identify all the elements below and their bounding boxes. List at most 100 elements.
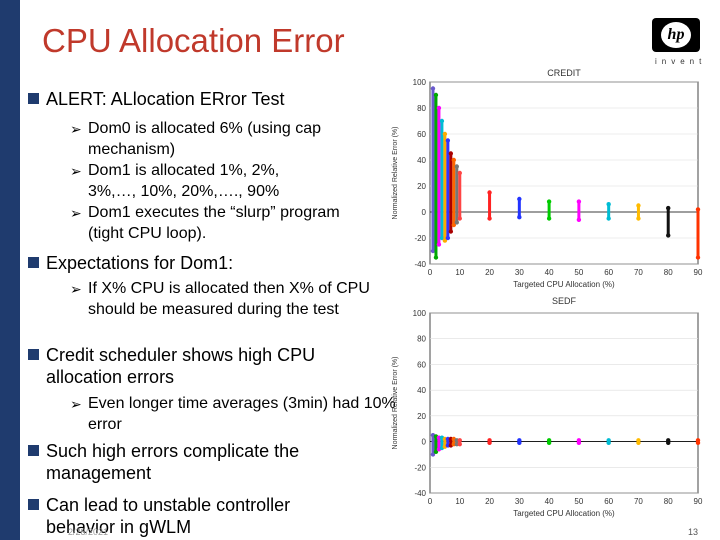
data-point xyxy=(487,190,492,195)
x-tick-label: 60 xyxy=(604,268,613,277)
data-point xyxy=(436,242,442,247)
x-tick-label: 60 xyxy=(604,497,613,506)
y-tick-label: 20 xyxy=(417,182,426,191)
y-tick-label: 40 xyxy=(417,386,426,395)
x-tick-label: 70 xyxy=(634,268,643,277)
y-axis-label: Normalized Relative Error (%) xyxy=(392,127,399,220)
data-point xyxy=(433,255,439,260)
y-tick-label: 100 xyxy=(413,309,427,318)
x-tick-label: 30 xyxy=(515,268,524,277)
arrow-bullet-icon: ➢ xyxy=(70,121,82,137)
arrow-bullet-icon: ➢ xyxy=(70,205,82,221)
plot-frame xyxy=(429,312,699,494)
plot-frame xyxy=(429,81,699,265)
y-tick-label: 0 xyxy=(422,208,427,217)
data-point xyxy=(457,216,462,221)
x-tick-label: 50 xyxy=(574,268,583,277)
hp-logo-word: invent xyxy=(655,57,707,66)
y-tick-label: 0 xyxy=(422,438,427,447)
data-point xyxy=(430,86,436,91)
sub-bullet-text: Even longer time averages (3min) had 10%… xyxy=(88,395,396,433)
data-point xyxy=(606,438,611,443)
data-point xyxy=(517,215,522,220)
y-tick-label: -40 xyxy=(414,489,426,498)
sub-bullet-text: Dom0 is allocated 6% (using cap mechanis… xyxy=(88,120,322,158)
x-tick-label: 80 xyxy=(664,268,673,277)
hp-logo-mark: hp xyxy=(661,22,691,48)
data-point xyxy=(517,196,522,202)
bullet-text: Can lead to unstable controller behavior… xyxy=(46,495,291,537)
data-point xyxy=(448,229,454,234)
data-point xyxy=(439,235,445,241)
footer-date: 2/28/2021 xyxy=(68,527,109,537)
data-point xyxy=(457,438,462,443)
data-point xyxy=(457,441,462,447)
chart-title: CREDIT xyxy=(547,68,581,78)
data-point xyxy=(454,164,459,169)
bullet-text: Such high errors complicate the manageme… xyxy=(46,441,300,483)
bullet-marker xyxy=(28,445,39,456)
x-tick-label: 80 xyxy=(664,497,673,506)
x-tick-label: 40 xyxy=(545,497,554,506)
x-tick-label: 40 xyxy=(545,268,554,277)
data-point xyxy=(606,216,611,221)
y-tick-label: -40 xyxy=(414,260,426,269)
bullet-marker xyxy=(28,93,39,104)
bullet-marker xyxy=(28,257,39,268)
y-tick-label: 80 xyxy=(417,104,426,113)
left-accent-bar xyxy=(0,0,20,540)
data-point xyxy=(576,217,582,222)
y-tick-label: 60 xyxy=(417,130,426,139)
chart-title: SEDF xyxy=(552,296,577,306)
data-point xyxy=(606,202,611,207)
data-point xyxy=(439,118,445,124)
data-point xyxy=(636,216,641,221)
bullet-text: Credit scheduler shows high CPU allocati… xyxy=(46,345,316,387)
x-tick-label: 50 xyxy=(574,497,583,506)
bullet-text: Expectations for Dom1: xyxy=(46,253,234,273)
x-tick-label: 20 xyxy=(485,497,494,506)
y-tick-label: 80 xyxy=(417,335,426,344)
x-tick-label: 0 xyxy=(428,268,433,277)
sub-bullet-text: Dom1 executes the “slurp” program (tight… xyxy=(88,204,340,242)
data-point xyxy=(695,255,701,260)
data-point xyxy=(451,157,457,163)
data-point xyxy=(666,233,671,238)
data-point xyxy=(445,235,451,241)
data-point xyxy=(666,205,671,211)
x-tick-label: 0 xyxy=(428,497,433,506)
hp-logo: hp xyxy=(652,18,700,52)
charts-panel: CREDIT -40 -20 0 20 40 60 80 100 0 10 20 30 40 50 60 70 8… xyxy=(385,60,715,530)
sub-bullet-text: If X% CPU is allocated then X% of CPU sh… xyxy=(88,280,370,318)
y-tick-label: 40 xyxy=(417,156,426,165)
arrow-bullet-icon: ➢ xyxy=(70,281,82,297)
data-point xyxy=(487,216,492,221)
data-point xyxy=(576,438,582,443)
x-tick-label: 20 xyxy=(485,268,494,277)
x-tick-label: 90 xyxy=(694,497,703,506)
data-point xyxy=(695,207,701,212)
y-tick-label: -20 xyxy=(414,234,426,243)
data-point xyxy=(448,151,454,156)
y-axis-label: Normalized Relative Error (%) xyxy=(392,357,399,450)
data-point xyxy=(546,199,552,204)
bullet-marker xyxy=(28,499,39,510)
data-point xyxy=(433,92,439,98)
data-point xyxy=(451,222,457,228)
arrow-bullet-icon: ➢ xyxy=(70,163,82,179)
x-tick-label: 90 xyxy=(694,268,703,277)
x-tick-label: 10 xyxy=(455,497,464,506)
data-point xyxy=(430,452,436,457)
y-tick-label: 60 xyxy=(417,360,426,369)
bullet-text: ALERT: ALlocation ERror Test xyxy=(46,89,285,109)
arrow-bullet-icon: ➢ xyxy=(70,396,82,412)
data-point xyxy=(433,449,439,455)
page-number: 13 xyxy=(688,527,699,537)
x-tick-label: 30 xyxy=(515,497,524,506)
y-tick-label: 20 xyxy=(417,412,426,421)
data-point xyxy=(636,438,641,443)
data-point xyxy=(442,131,448,137)
slide-title: CPU Allocation Error xyxy=(42,22,345,59)
data-point xyxy=(546,438,552,443)
data-point xyxy=(457,170,462,176)
